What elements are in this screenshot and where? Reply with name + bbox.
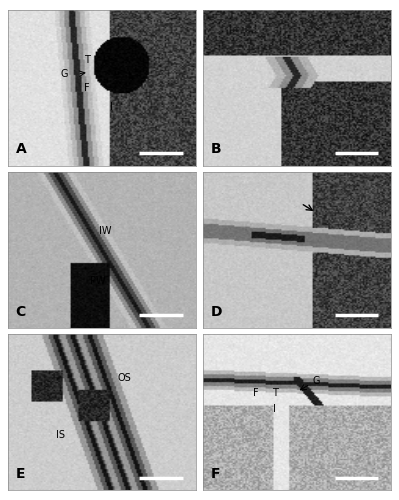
Text: F: F <box>211 466 220 480</box>
Text: C: C <box>16 304 26 318</box>
Text: F: F <box>84 83 90 93</box>
Text: IS: IS <box>56 430 65 440</box>
Text: G: G <box>61 69 68 79</box>
Text: I: I <box>110 102 113 112</box>
Text: OS: OS <box>118 373 131 383</box>
Text: B: B <box>211 142 221 156</box>
Text: T: T <box>84 55 90 65</box>
Text: IW: IW <box>99 226 112 236</box>
Text: G: G <box>312 376 320 386</box>
Text: F: F <box>253 388 259 398</box>
Text: E: E <box>16 466 25 480</box>
Text: A: A <box>16 142 26 156</box>
Text: T: T <box>272 388 278 398</box>
Text: D: D <box>211 304 222 318</box>
Text: I: I <box>273 404 276 414</box>
Text: PW: PW <box>90 276 106 286</box>
